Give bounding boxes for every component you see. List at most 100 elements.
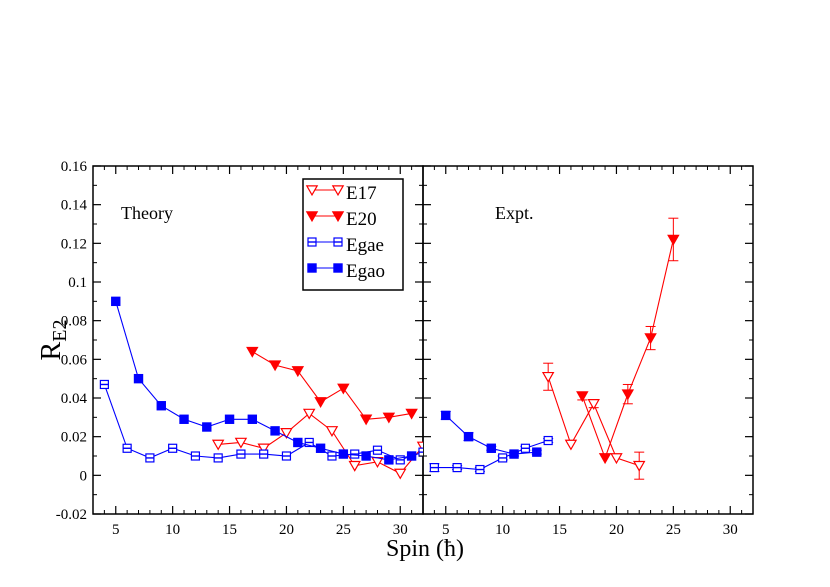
legend-marker [305, 211, 319, 223]
x-tick-label: 10 [165, 522, 180, 538]
point-egao [156, 401, 166, 411]
point-e20 [667, 234, 680, 246]
point-egao [384, 455, 394, 465]
x-tick-label: 5 [112, 522, 120, 538]
y-tick-label: -0.02 [56, 507, 87, 523]
point-egao [463, 431, 474, 442]
point-e17 [632, 460, 646, 472]
point-egae [327, 451, 337, 461]
point-egao [406, 451, 417, 461]
point-e20 [359, 414, 373, 426]
point-egao [293, 437, 303, 448]
y-tick-label: 0 [80, 468, 88, 484]
legend-label-e17: E17 [346, 183, 377, 204]
point-egae [236, 449, 246, 459]
point-egao [361, 451, 371, 461]
legend-marker [331, 211, 345, 223]
y-tick-label: 0.16 [61, 159, 88, 175]
legend-marker [307, 263, 317, 273]
y-axis-label: RE2 [36, 320, 71, 361]
panel-title-theory: Theory [121, 203, 173, 223]
point-egae [99, 379, 109, 390]
tick-layer: 5 10 15 20 25 30 -0.02 0 0.02 0.04 0.06 0.08 0.1 0.12… [56, 159, 754, 538]
point-egao [202, 422, 212, 432]
point-e20 [337, 383, 350, 395]
x-tick-label: 25 [666, 522, 681, 538]
x-tick-label: 5 [442, 522, 450, 538]
point-egae [418, 447, 423, 457]
point-egae [213, 453, 223, 463]
x-tick-label: 15 [552, 522, 567, 538]
x-tick-label: 25 [336, 522, 351, 538]
legend-label-e20: E20 [346, 209, 377, 230]
point-egae [145, 453, 155, 463]
x-tick-label: 20 [279, 522, 294, 538]
point-e17 [211, 439, 225, 451]
x-axis-label: Spin (ħ) [386, 536, 464, 562]
point-egae [395, 455, 405, 465]
point-egao [315, 443, 326, 453]
series-line-e20 [252, 351, 412, 420]
point-egae [372, 445, 383, 455]
point-egae [429, 463, 439, 473]
x-tick-label: 30 [723, 522, 738, 538]
y-tick-label: 0.1 [68, 275, 87, 291]
point-egae [304, 437, 314, 448]
point-egae [259, 449, 269, 459]
x-tick-label: 15 [222, 522, 237, 538]
panel-title-expt: Expt. [495, 203, 534, 223]
y-axis-label-main: R [36, 341, 67, 360]
y-tick-label: 0.08 [61, 314, 87, 330]
x-tick-label: 20 [609, 522, 624, 538]
point-egao [224, 414, 235, 424]
legend-marker [305, 185, 319, 197]
point-e17 [325, 426, 339, 438]
point-e17 [257, 443, 270, 455]
point-egae [281, 451, 292, 461]
point-egae [475, 464, 485, 475]
point-egao [338, 449, 349, 459]
point-e17 [348, 460, 361, 472]
point-egae [122, 443, 132, 453]
point-egae [350, 449, 360, 459]
legend-label-egao: Egao [346, 261, 385, 282]
legend-box [302, 178, 404, 291]
point-e17 [280, 428, 293, 439]
point-e17 [564, 439, 578, 451]
series-line-egao [115, 301, 412, 461]
legend-marker [333, 263, 343, 273]
point-egao [133, 373, 144, 384]
legend-sample-e17 [305, 185, 345, 197]
point-e17 [587, 399, 600, 410]
panel-series-1 [429, 217, 680, 480]
point-egao [509, 449, 519, 459]
point-egao [270, 426, 280, 436]
series-layer [99, 217, 680, 480]
point-e20 [405, 408, 418, 420]
point-e17 [541, 371, 555, 383]
y-tick-label: 0.02 [61, 430, 87, 446]
point-e20 [644, 333, 657, 345]
point-e17 [234, 437, 248, 449]
point-e20 [598, 453, 612, 465]
legend-label-egae: Egae [346, 235, 384, 256]
legend-marker [307, 237, 317, 247]
point-e20 [621, 389, 635, 401]
legend-marker [333, 237, 343, 247]
point-e20 [576, 391, 589, 403]
point-e17 [610, 453, 623, 465]
legend-sample-e20 [305, 211, 345, 223]
legend-marker [331, 185, 345, 197]
point-egao [111, 296, 121, 307]
point-e20 [382, 412, 396, 424]
point-egao [179, 414, 189, 424]
y-tick-label: 0.12 [61, 236, 87, 252]
point-e20 [268, 360, 282, 372]
point-egae [498, 453, 508, 463]
y-tick-label: 0.04 [61, 391, 88, 407]
series-line-e17 [218, 412, 423, 475]
series-line-e20 [581, 239, 674, 460]
legend-sample-egae [307, 237, 343, 247]
panel-frame-1 [422, 165, 754, 515]
